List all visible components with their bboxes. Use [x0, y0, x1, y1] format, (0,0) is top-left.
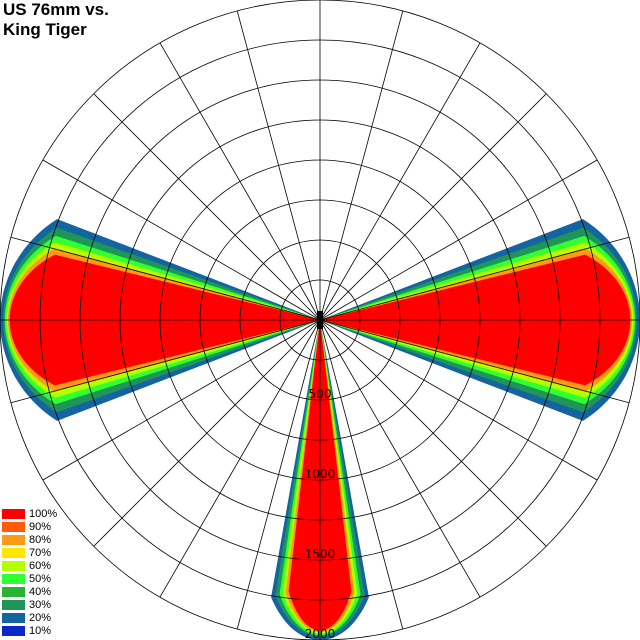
grid-spoke	[319, 319, 630, 404]
legend-swatch	[2, 599, 25, 610]
range-tick-label: 1000	[305, 467, 336, 481]
chart-title-line-1: US 76mm vs.	[3, 0, 109, 19]
legend-item: 10%	[2, 624, 57, 637]
legend-item: 90%	[2, 520, 57, 533]
vehicle-marker	[317, 311, 323, 329]
legend-swatch	[2, 625, 25, 636]
legend-label: 100%	[29, 507, 58, 520]
grid-spoke	[236, 10, 321, 321]
legend-label: 90%	[29, 520, 52, 533]
legend-label: 20%	[29, 611, 52, 624]
legend-label: 40%	[29, 585, 52, 598]
grid-spoke	[319, 10, 404, 321]
legend-item: 40%	[2, 585, 57, 598]
grid-spoke	[159, 319, 321, 598]
grid-spoke	[42, 159, 321, 321]
chart-title-line-2: King Tiger	[3, 20, 87, 39]
grid-spoke	[93, 93, 321, 321]
legend-item: 20%	[2, 611, 57, 624]
grid-spoke	[319, 42, 481, 321]
grid-spoke	[319, 319, 481, 598]
grid-spoke	[319, 93, 547, 321]
range-tick-label: 1500	[305, 547, 336, 561]
grid-spoke	[10, 236, 321, 321]
legend-label: 80%	[29, 533, 52, 546]
legend-swatch	[2, 547, 25, 558]
legend-label: 60%	[29, 559, 52, 572]
legend-item: 70%	[2, 546, 57, 559]
legend-label: 30%	[29, 598, 52, 611]
legend-swatch	[2, 508, 25, 519]
grid-spoke	[319, 236, 630, 321]
grid-spoke	[236, 319, 321, 630]
legend-swatch	[2, 534, 25, 545]
grid-spoke	[159, 42, 321, 321]
grid-spoke	[319, 159, 598, 321]
grid-spoke	[319, 319, 404, 630]
chart-title: US 76mm vs. King Tiger	[3, 0, 109, 40]
legend-swatch	[2, 560, 25, 571]
legend-item: 50%	[2, 572, 57, 585]
range-tick-label: 500	[309, 387, 332, 401]
legend-label: 50%	[29, 572, 52, 585]
legend-swatch	[2, 612, 25, 623]
legend-swatch	[2, 521, 25, 532]
range-tick-labels: 500 1000 1500 2000	[305, 387, 336, 640]
grid-spoke	[319, 319, 547, 547]
legend-label: 70%	[29, 546, 52, 559]
legend-item: 80%	[2, 533, 57, 546]
legend-label: 10%	[29, 624, 52, 637]
grid-spoke	[42, 319, 321, 481]
grid-spoke	[319, 319, 598, 481]
range-tick-label: 2000	[305, 627, 336, 640]
grid-spoke	[10, 319, 321, 404]
legend-item: 60%	[2, 559, 57, 572]
legend: 100% 90% 80% 70% 60% 50% 40% 30% 20% 10%	[2, 507, 57, 637]
grid-spoke	[93, 319, 321, 547]
legend-item: 100%	[2, 507, 57, 520]
legend-swatch	[2, 586, 25, 597]
legend-swatch	[2, 573, 25, 584]
legend-item: 30%	[2, 598, 57, 611]
